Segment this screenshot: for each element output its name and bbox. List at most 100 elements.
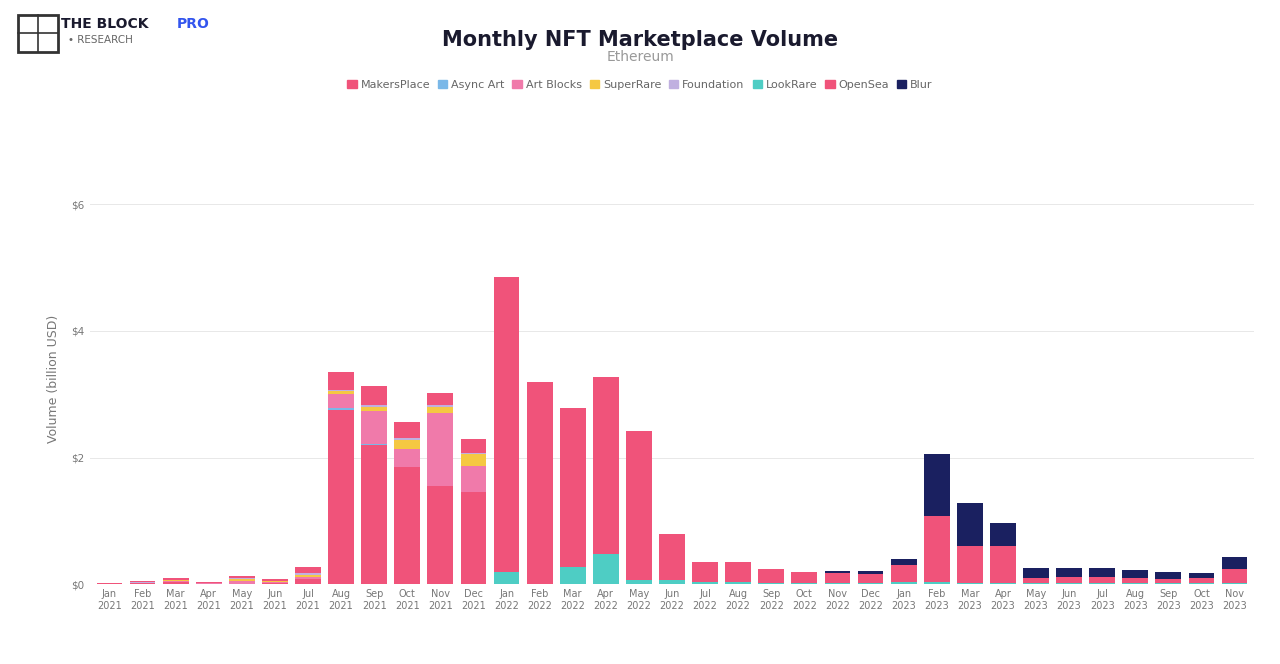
Bar: [858, 571, 883, 574]
Bar: [163, 582, 188, 584]
Bar: [394, 422, 420, 438]
Bar: [989, 523, 1016, 546]
Text: Ethereum: Ethereum: [607, 50, 673, 64]
Text: • RESEARCH: • RESEARCH: [68, 35, 133, 44]
Bar: [394, 449, 420, 467]
Legend: MakersPlace, Async Art, Art Blocks, SuperRare, Foundation, LookRare, OpenSea, Bl: MakersPlace, Async Art, Art Blocks, Supe…: [343, 75, 937, 94]
Bar: [328, 392, 355, 394]
Bar: [296, 575, 321, 577]
Bar: [328, 390, 355, 392]
Bar: [394, 440, 420, 449]
Bar: [791, 583, 817, 584]
Bar: [1221, 583, 1248, 584]
Bar: [1056, 568, 1082, 577]
Bar: [1189, 572, 1215, 578]
Bar: [1123, 578, 1148, 583]
Bar: [461, 493, 486, 584]
Bar: [891, 582, 916, 584]
Bar: [1123, 583, 1148, 584]
Bar: [989, 546, 1016, 583]
Bar: [1189, 578, 1215, 583]
Bar: [726, 582, 751, 584]
Bar: [1123, 570, 1148, 578]
Bar: [461, 440, 486, 453]
Bar: [593, 376, 618, 554]
Bar: [1156, 583, 1181, 584]
Bar: [626, 580, 652, 584]
Bar: [891, 564, 916, 582]
Bar: [626, 431, 652, 580]
Bar: [824, 583, 850, 584]
Bar: [858, 574, 883, 583]
Bar: [428, 486, 453, 584]
Bar: [957, 546, 983, 583]
Bar: [428, 406, 453, 413]
Bar: [428, 405, 453, 406]
Bar: [394, 438, 420, 440]
Bar: [361, 405, 387, 407]
Bar: [196, 582, 221, 583]
Bar: [692, 582, 718, 584]
Bar: [262, 583, 288, 584]
Bar: [1221, 569, 1248, 583]
Bar: [361, 445, 387, 584]
Bar: [858, 583, 883, 584]
Text: PRO: PRO: [177, 17, 210, 31]
Bar: [559, 566, 586, 584]
Bar: [891, 559, 916, 564]
Bar: [726, 562, 751, 582]
Bar: [328, 408, 355, 410]
Bar: [957, 583, 983, 584]
Bar: [1056, 577, 1082, 583]
Bar: [461, 453, 486, 454]
Bar: [1089, 568, 1115, 578]
Bar: [296, 577, 321, 579]
Bar: [1089, 583, 1115, 584]
Bar: [494, 572, 520, 584]
Bar: [296, 573, 321, 575]
Bar: [593, 554, 618, 584]
Bar: [924, 582, 950, 584]
Bar: [924, 454, 950, 516]
Bar: [527, 382, 553, 584]
Bar: [1023, 578, 1048, 583]
Bar: [791, 572, 817, 583]
Bar: [1056, 583, 1082, 584]
Bar: [229, 578, 255, 581]
Bar: [394, 467, 420, 584]
Bar: [758, 569, 785, 583]
Bar: [18, 15, 58, 52]
Bar: [262, 579, 288, 581]
Bar: [428, 392, 453, 405]
Bar: [494, 277, 520, 572]
Bar: [361, 412, 387, 444]
Bar: [1023, 583, 1048, 584]
Bar: [229, 581, 255, 584]
Bar: [1156, 578, 1181, 583]
Bar: [428, 413, 453, 486]
Bar: [296, 579, 321, 584]
Bar: [163, 581, 188, 582]
Bar: [163, 578, 188, 580]
Bar: [361, 386, 387, 405]
Bar: [659, 535, 685, 580]
Bar: [461, 454, 486, 465]
Bar: [361, 407, 387, 412]
Bar: [824, 571, 850, 573]
Bar: [1221, 557, 1248, 569]
Bar: [924, 516, 950, 582]
Text: Monthly NFT Marketplace Volume: Monthly NFT Marketplace Volume: [442, 30, 838, 50]
Bar: [328, 372, 355, 390]
Bar: [989, 583, 1016, 584]
Bar: [1023, 568, 1048, 578]
Bar: [1156, 572, 1181, 578]
Y-axis label: Volume (billion USD): Volume (billion USD): [47, 314, 60, 443]
Bar: [692, 562, 718, 582]
Text: THE BLOCK: THE BLOCK: [61, 17, 148, 31]
Bar: [559, 408, 586, 566]
Bar: [328, 410, 355, 584]
Bar: [824, 573, 850, 583]
Bar: [758, 583, 785, 584]
Bar: [229, 576, 255, 578]
Bar: [1089, 578, 1115, 583]
